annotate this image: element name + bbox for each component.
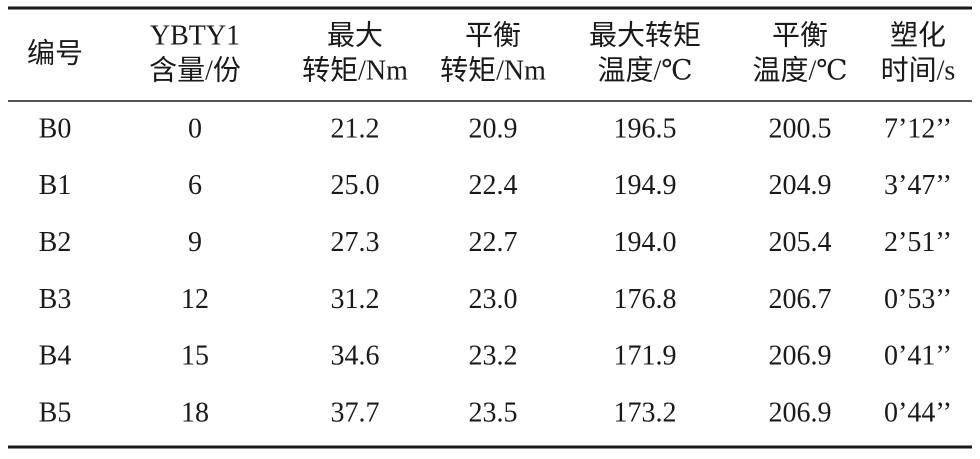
table-cell: B1 — [39, 170, 72, 201]
table-cell: 22.4 — [469, 170, 518, 201]
table-cell: 0 — [188, 113, 202, 144]
table-cell: 27.3 — [331, 227, 380, 258]
table-cell: 194.9 — [614, 170, 677, 201]
header-cell: 最大 — [327, 19, 383, 51]
table-cell: 171.9 — [614, 341, 677, 372]
table-cell: 23.5 — [469, 397, 518, 428]
table-cell: 12 — [181, 284, 209, 315]
table-cell: 7’12’’ — [884, 113, 952, 144]
header-cell: 平衡 — [772, 19, 828, 51]
table-cell: B0 — [39, 113, 72, 144]
table-cell: 37.7 — [331, 397, 380, 428]
table-cell: 18 — [181, 397, 209, 428]
table-cell: 34.6 — [331, 341, 380, 372]
header-cell: 温度/℃ — [752, 54, 847, 86]
table-cell: 0’44’’ — [884, 397, 952, 428]
header-cell: 平衡 — [465, 19, 521, 51]
table-cell: 176.8 — [614, 284, 677, 315]
header-cell: 最大转矩 — [589, 19, 701, 51]
table-cell: 3’47’’ — [884, 170, 952, 201]
header-cell: 时间/s — [881, 54, 956, 86]
table-cell: 20.9 — [469, 113, 518, 144]
table-cell: 206.9 — [769, 341, 832, 372]
table-cell: B5 — [39, 397, 72, 428]
header-cell: 转矩/Nm — [440, 54, 546, 86]
table-cell: 15 — [181, 341, 209, 372]
header-cell: 转矩/Nm — [302, 54, 408, 86]
table-cell: 0’41’’ — [884, 341, 952, 372]
table-cell: 23.0 — [469, 284, 518, 315]
table-cell: 0’53’’ — [884, 284, 952, 315]
table-cell: 196.5 — [614, 113, 677, 144]
table-cell: 173.2 — [614, 397, 677, 428]
table-cell: 23.2 — [469, 341, 518, 372]
header-cell: 含量/份 — [149, 54, 241, 86]
table-cell: 6 — [188, 170, 202, 201]
table-cell: B3 — [39, 284, 72, 315]
table-cell: 21.2 — [331, 113, 380, 144]
table-cell: 22.7 — [469, 227, 518, 258]
table-cell: 200.5 — [769, 113, 832, 144]
table-cell: 205.4 — [769, 227, 832, 258]
header-cell: YBTY1 — [150, 20, 240, 51]
table-cell: 2’51’’ — [884, 227, 952, 258]
header-cell: 塑化 — [890, 19, 946, 51]
table-cell: 204.9 — [769, 170, 832, 201]
table-cell: B4 — [39, 341, 72, 372]
table-cell: 25.0 — [331, 170, 380, 201]
table-cell: 206.7 — [769, 284, 832, 315]
header-cell: 编号 — [27, 37, 83, 69]
table-cell: 31.2 — [331, 284, 380, 315]
table-cell: 9 — [188, 227, 202, 258]
table-cell: B2 — [39, 227, 72, 258]
table-cell: 194.0 — [614, 227, 677, 258]
header-cell: 温度/℃ — [597, 54, 692, 86]
table-cell: 206.9 — [769, 397, 832, 428]
